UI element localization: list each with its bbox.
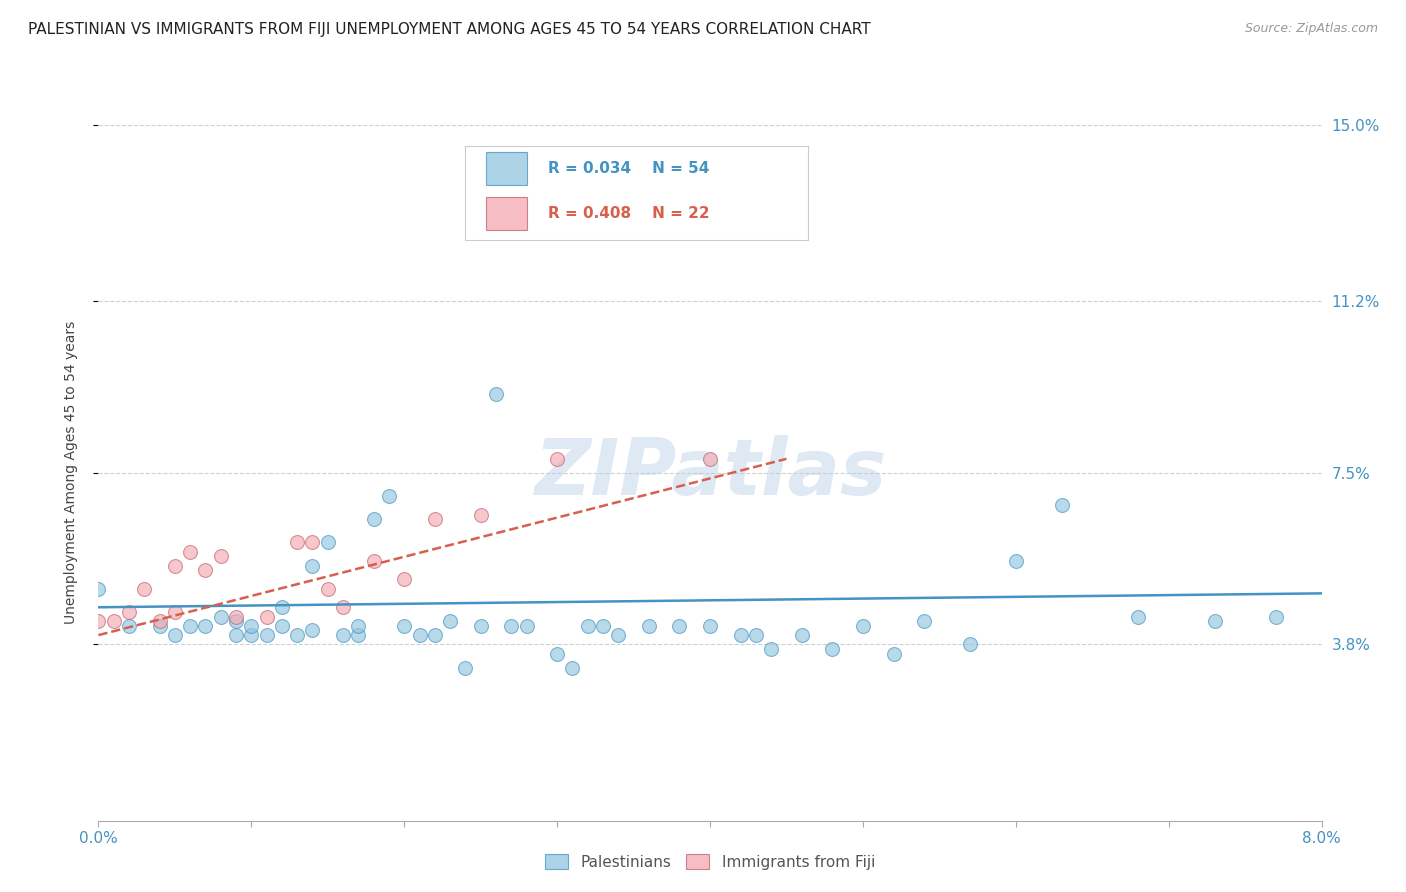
Point bbox=[179, 544, 201, 558]
Point bbox=[392, 619, 416, 633]
Point bbox=[546, 451, 568, 466]
Point bbox=[285, 535, 308, 549]
Point bbox=[392, 573, 416, 587]
Point bbox=[225, 628, 247, 642]
Point bbox=[959, 637, 981, 651]
Point bbox=[1128, 609, 1150, 624]
Text: ZIPatlas: ZIPatlas bbox=[534, 434, 886, 511]
Point bbox=[347, 619, 370, 633]
Text: Source: ZipAtlas.com: Source: ZipAtlas.com bbox=[1244, 22, 1378, 36]
Point bbox=[163, 605, 186, 619]
Point bbox=[285, 628, 308, 642]
Point bbox=[852, 619, 875, 633]
Point bbox=[103, 614, 125, 628]
Point bbox=[163, 558, 186, 573]
Point bbox=[454, 660, 477, 674]
Point bbox=[730, 628, 752, 642]
Point bbox=[408, 628, 430, 642]
Point bbox=[256, 628, 278, 642]
Point bbox=[209, 549, 232, 564]
Text: PALESTINIAN VS IMMIGRANTS FROM FIJI UNEMPLOYMENT AMONG AGES 45 TO 54 YEARS CORRE: PALESTINIAN VS IMMIGRANTS FROM FIJI UNEM… bbox=[28, 22, 870, 37]
Point bbox=[1050, 498, 1073, 512]
Point bbox=[316, 582, 339, 596]
Point bbox=[912, 614, 935, 628]
Point bbox=[546, 647, 568, 661]
Point bbox=[301, 558, 323, 573]
Point bbox=[240, 628, 263, 642]
Point bbox=[423, 512, 446, 526]
Point bbox=[423, 628, 446, 642]
Point bbox=[209, 609, 232, 624]
Point bbox=[301, 535, 323, 549]
Point bbox=[179, 619, 201, 633]
Point bbox=[240, 619, 263, 633]
Point bbox=[501, 619, 523, 633]
Point bbox=[470, 619, 492, 633]
Point bbox=[316, 535, 339, 549]
Point bbox=[87, 614, 110, 628]
Point bbox=[225, 614, 247, 628]
Point bbox=[485, 387, 508, 401]
Point bbox=[378, 489, 401, 503]
Y-axis label: Unemployment Among Ages 45 to 54 years: Unemployment Among Ages 45 to 54 years bbox=[63, 321, 77, 624]
Point bbox=[347, 628, 370, 642]
Legend: Palestinians, Immigrants from Fiji: Palestinians, Immigrants from Fiji bbox=[538, 847, 882, 876]
Point bbox=[363, 554, 385, 568]
Point bbox=[149, 614, 172, 628]
Point bbox=[439, 614, 461, 628]
Point bbox=[149, 619, 172, 633]
Point bbox=[592, 619, 614, 633]
Point bbox=[134, 582, 156, 596]
Point bbox=[790, 628, 813, 642]
Point bbox=[256, 609, 278, 624]
Point bbox=[637, 619, 661, 633]
Point bbox=[194, 563, 217, 577]
Point bbox=[118, 619, 141, 633]
Point bbox=[699, 619, 721, 633]
Point bbox=[332, 628, 354, 642]
Point bbox=[561, 660, 583, 674]
Point bbox=[363, 512, 385, 526]
Point bbox=[163, 628, 186, 642]
Point bbox=[516, 619, 538, 633]
Point bbox=[470, 508, 492, 522]
Point bbox=[745, 628, 768, 642]
Point bbox=[1004, 554, 1026, 568]
Point bbox=[118, 605, 141, 619]
Point bbox=[576, 619, 599, 633]
Point bbox=[1204, 614, 1226, 628]
Point bbox=[607, 628, 630, 642]
Point bbox=[699, 451, 721, 466]
Point bbox=[332, 600, 354, 615]
Point bbox=[225, 609, 247, 624]
Point bbox=[87, 582, 110, 596]
Point bbox=[668, 619, 690, 633]
Point bbox=[301, 624, 323, 638]
Point bbox=[759, 642, 782, 657]
Point bbox=[194, 619, 217, 633]
Point bbox=[270, 600, 294, 615]
Point bbox=[821, 642, 844, 657]
Point bbox=[883, 647, 905, 661]
Point bbox=[270, 619, 294, 633]
Point bbox=[1264, 609, 1286, 624]
